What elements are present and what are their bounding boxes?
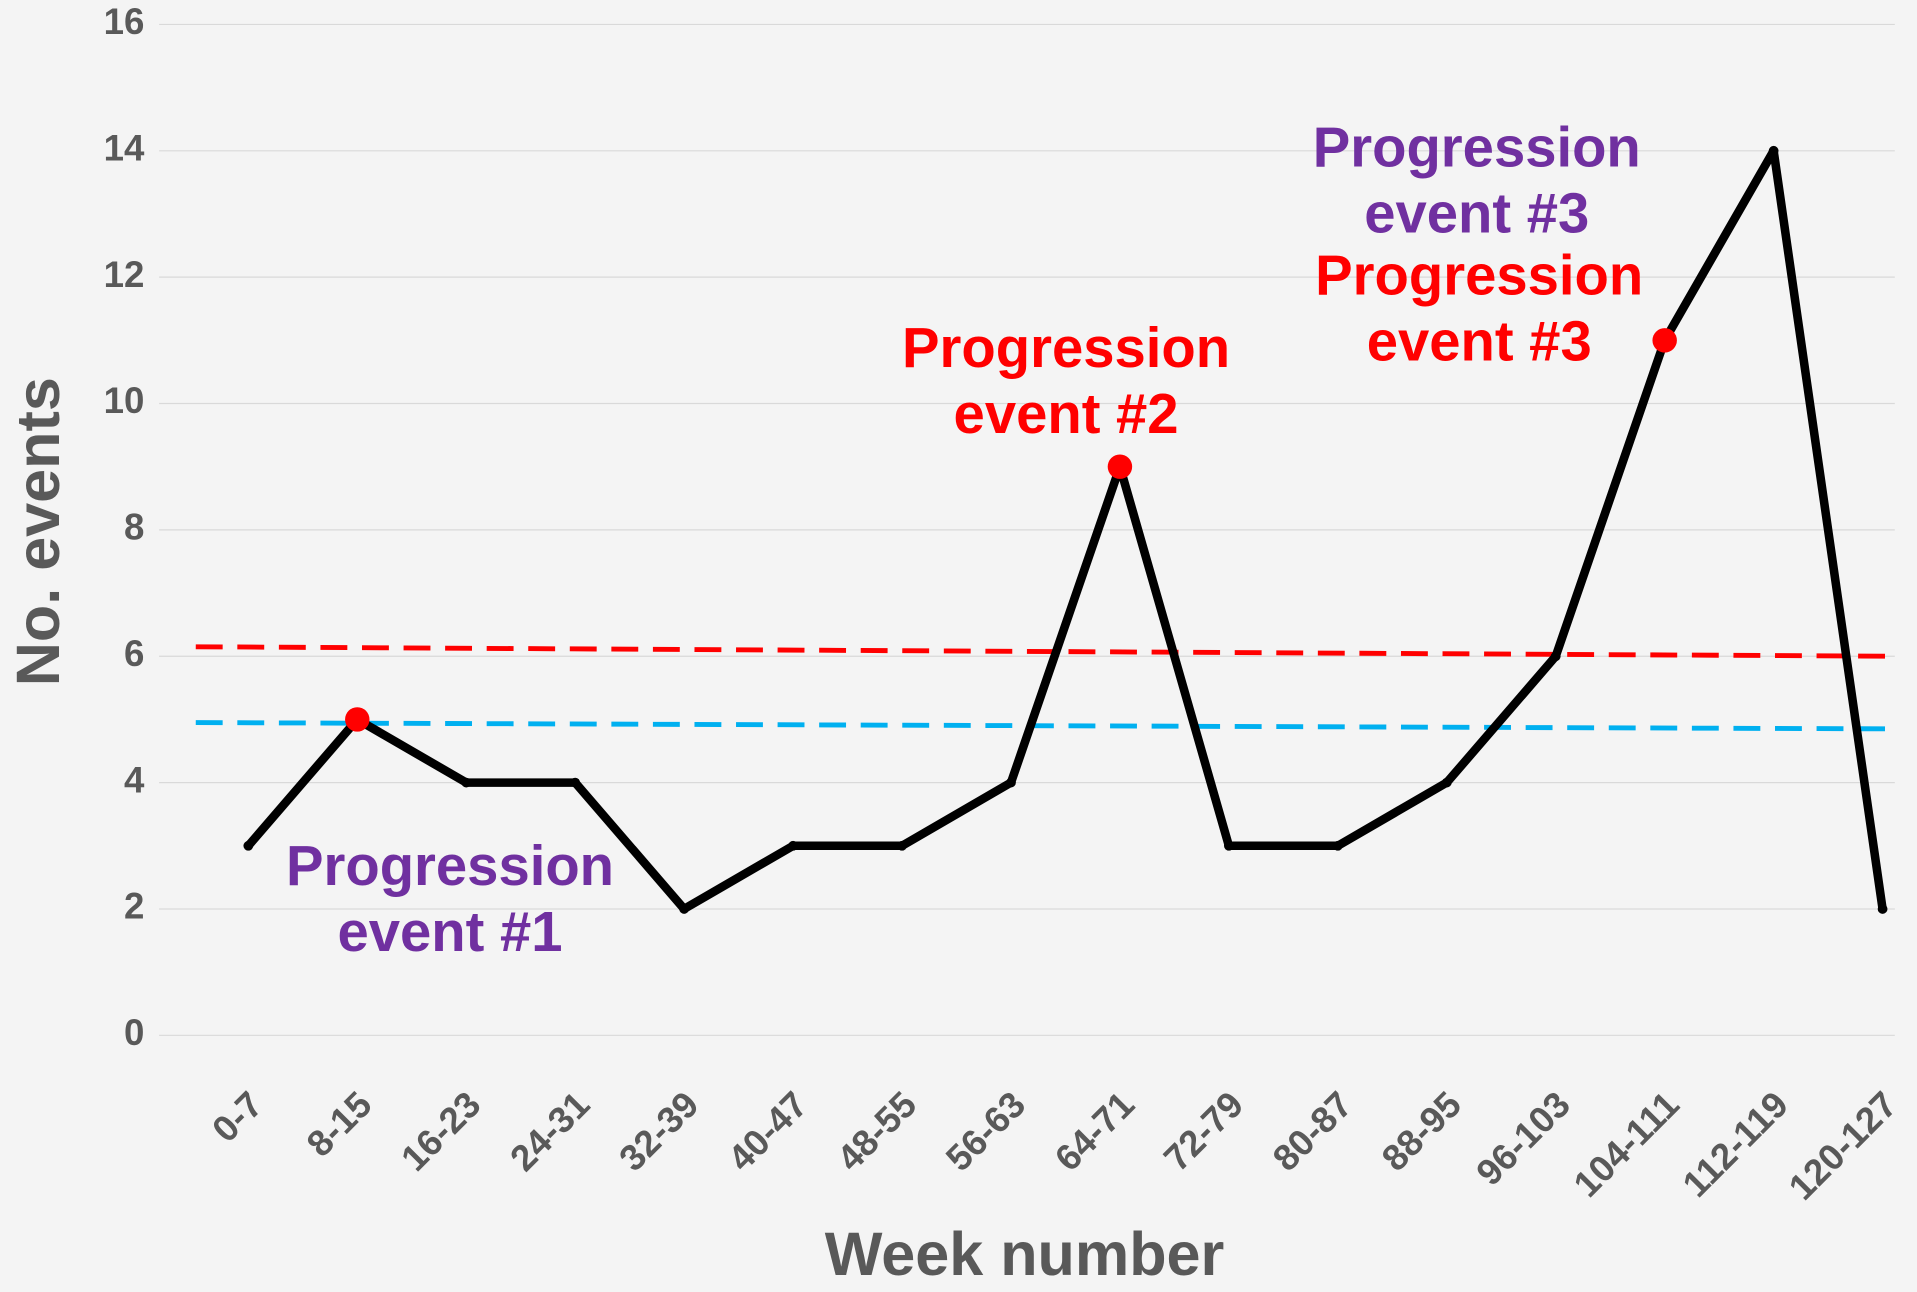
y-tick-label: 16 <box>104 1 145 42</box>
data-point <box>1006 777 1016 788</box>
y-tick-label: 6 <box>124 633 144 674</box>
data-point <box>1550 651 1561 662</box>
annotation: Progression <box>1313 115 1641 178</box>
reference-line <box>195 644 1895 659</box>
y-tick-label: 2 <box>124 886 144 927</box>
y-tick-label: 0 <box>124 1012 144 1053</box>
highlight-marker <box>1652 328 1677 353</box>
annotation: event #1 <box>338 900 563 963</box>
annotation: Progression <box>1315 244 1643 307</box>
data-point <box>1768 145 1779 156</box>
data-point <box>243 840 254 851</box>
data-point <box>1223 840 1234 851</box>
y-tick-label: 12 <box>104 254 145 295</box>
data-point <box>1332 840 1343 851</box>
y-tick-label: 10 <box>104 380 145 421</box>
data-line <box>245 146 1887 914</box>
y-tick-label: 4 <box>124 759 145 800</box>
annotation: Progression <box>286 834 614 897</box>
reference-line <box>195 720 1895 732</box>
y-tick-label: 8 <box>124 507 144 548</box>
annotation: event #2 <box>954 382 1179 445</box>
annotation: event #3 <box>1364 181 1589 244</box>
y-axis-title: No. events <box>4 377 72 686</box>
data-point <box>461 777 472 788</box>
highlight-marker <box>345 707 370 732</box>
data-point <box>679 904 690 914</box>
highlight-marker <box>1107 454 1133 479</box>
y-tick-label: 14 <box>104 127 145 168</box>
x-axis-title: Week number <box>825 1220 1225 1288</box>
annotation: Progression <box>902 316 1230 379</box>
data-point <box>570 777 581 788</box>
data-point <box>1877 904 1888 914</box>
annotation: event #3 <box>1367 310 1592 373</box>
data-point <box>897 840 907 851</box>
data-point <box>1441 777 1452 788</box>
data-point <box>788 840 798 851</box>
